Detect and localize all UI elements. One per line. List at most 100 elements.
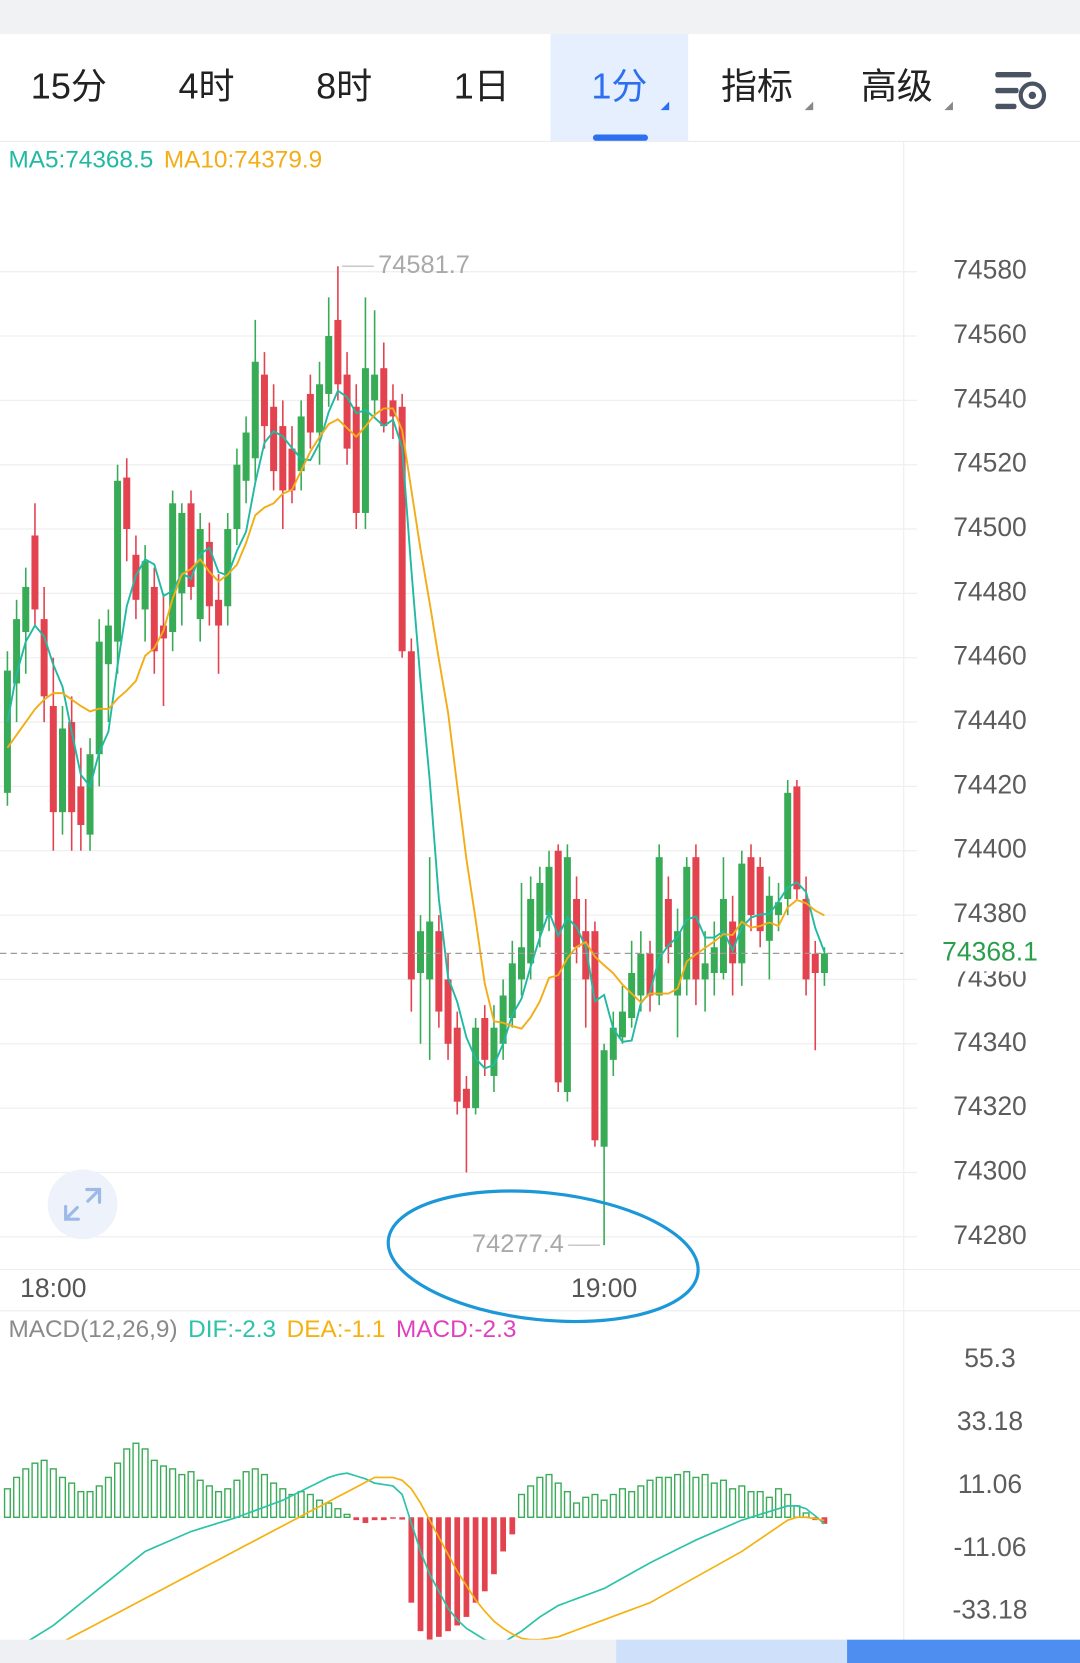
tab[interactable]: 4时	[178, 65, 234, 106]
y-tick-label: 74420	[953, 769, 1027, 799]
macd-bar	[224, 1488, 232, 1518]
candle-body	[288, 448, 296, 491]
candle-body	[591, 931, 599, 1141]
candle-body	[169, 503, 177, 632]
bottom-button[interactable]	[847, 1639, 1080, 1663]
macd-bar	[683, 1471, 691, 1518]
tab[interactable]: 1分	[591, 65, 647, 106]
macd-bar	[215, 1490, 223, 1518]
macd-bar	[242, 1471, 250, 1518]
macd-bar	[325, 1502, 333, 1518]
macd-bar	[371, 1517, 378, 1521]
tab[interactable]: 指标	[721, 65, 793, 106]
macd-bar	[380, 1517, 387, 1521]
x-tick-label: 18:00	[20, 1273, 86, 1303]
candle-body	[820, 953, 828, 973]
macd-bar	[104, 1476, 112, 1518]
candle-body	[270, 406, 278, 472]
macd-bar	[196, 1479, 204, 1518]
macd-bar	[297, 1490, 305, 1518]
candle-body	[205, 541, 213, 607]
y-tick-label: 11.06	[958, 1469, 1022, 1499]
macd-bar	[31, 1462, 39, 1518]
macd-bar	[573, 1502, 581, 1518]
tab[interactable]: 8时	[316, 65, 372, 106]
macd-bar	[646, 1479, 654, 1518]
candle-body	[738, 863, 746, 964]
candle-body	[196, 529, 204, 620]
tab[interactable]: 高级	[861, 65, 933, 106]
macd-bar	[150, 1459, 158, 1518]
candle-body	[233, 464, 241, 530]
macd-bar	[436, 1517, 442, 1637]
expand-button[interactable]	[47, 1169, 118, 1240]
tab-bar: 15分 4时 8时 1日 1分 指标 高级	[31, 65, 933, 106]
macd-bar	[527, 1485, 535, 1518]
annotation-ellipse	[386, 1189, 700, 1324]
candle-body	[563, 857, 571, 1093]
candle-body	[499, 995, 507, 1044]
candle-body	[536, 882, 544, 932]
candle-body	[793, 786, 801, 890]
y-tick-label: 74460	[953, 641, 1027, 671]
candle-body	[407, 651, 415, 980]
candle-body	[114, 480, 122, 642]
candle-body	[398, 406, 406, 652]
expand-bg	[47, 1169, 118, 1240]
macd-bar	[463, 1517, 470, 1617]
candle-body	[747, 857, 755, 916]
macd-bar	[664, 1476, 672, 1518]
candle-body	[215, 599, 223, 626]
candle-body	[279, 426, 287, 491]
macd-bar	[719, 1479, 727, 1518]
icon-gear	[1018, 81, 1047, 110]
labels: 7428074300743207434074360743807440074420…	[0, 146, 1078, 1625]
macd-bar	[774, 1488, 783, 1518]
candle-body	[573, 899, 581, 948]
macd-bar	[260, 1473, 268, 1518]
candle-body	[765, 895, 773, 941]
candle-body	[554, 850, 562, 1083]
macd-bar	[509, 1517, 516, 1535]
tab[interactable]: 15分	[31, 65, 107, 106]
candle-body	[178, 512, 186, 594]
x-tick-label: 19:00	[571, 1273, 637, 1303]
min-label: 74277.4	[472, 1230, 564, 1258]
candle-body	[251, 361, 259, 459]
active-tab-indicator	[592, 134, 648, 141]
candle-body	[297, 416, 305, 472]
macd-bar	[628, 1490, 636, 1518]
bottom-button[interactable]	[616, 1639, 848, 1663]
macd-bar	[618, 1488, 627, 1518]
legend-entry: MA10:74379.9	[164, 146, 322, 173]
candle-body	[784, 792, 792, 900]
macd-bar	[821, 1517, 828, 1524]
candle-body	[104, 625, 112, 665]
macd-bar	[178, 1473, 186, 1518]
candle-body	[86, 754, 94, 835]
macd-bar	[591, 1493, 599, 1518]
macd-bar	[600, 1499, 608, 1518]
candle-body	[517, 947, 525, 980]
macd-bar	[205, 1485, 213, 1518]
candle-body	[545, 866, 553, 916]
macd-bar	[729, 1488, 737, 1518]
macd-bar	[710, 1482, 718, 1518]
macd-bar	[747, 1490, 755, 1518]
icon-bar	[995, 87, 1019, 94]
macd-bar	[765, 1496, 773, 1518]
macd-bar	[187, 1471, 195, 1518]
tab[interactable]: 1日	[454, 65, 510, 106]
candle-body	[123, 477, 131, 530]
candle-body	[756, 866, 764, 932]
macd-bar	[77, 1490, 85, 1518]
settings-icon[interactable]	[995, 72, 1047, 110]
macd-bar	[481, 1517, 488, 1592]
legend-entry: DEA:-1.1	[287, 1316, 386, 1343]
candle-body	[435, 931, 443, 1012]
macd-bar	[114, 1462, 122, 1518]
candle-body	[426, 921, 434, 980]
candle-body	[811, 953, 819, 973]
